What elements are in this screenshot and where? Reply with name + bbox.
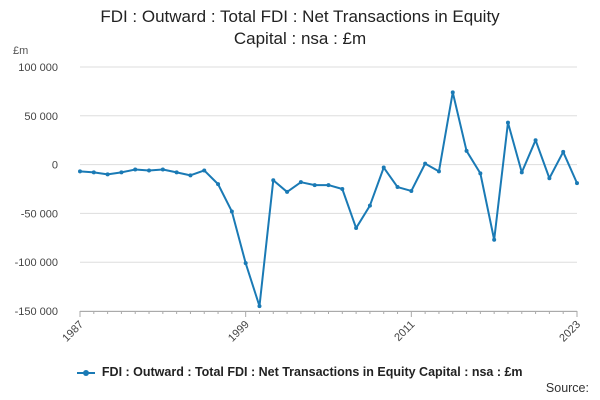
data-point: [354, 226, 359, 231]
data-point: [423, 161, 428, 166]
data-point: [312, 183, 317, 188]
x-tick-label: 2023: [557, 319, 583, 345]
gridlines: [80, 66, 577, 312]
y-tick-label: -100 000: [15, 257, 58, 269]
data-point: [478, 171, 483, 176]
data-point: [257, 304, 262, 309]
chart-title: FDI : Outward : Total FDI : Net Transact…: [0, 6, 600, 50]
data-point: [395, 185, 400, 190]
data-point: [174, 170, 179, 175]
data-point: [133, 167, 138, 172]
x-tick-label: 2011: [392, 319, 417, 344]
legend-swatch: [77, 368, 96, 378]
data-point: [229, 209, 234, 214]
data-point: [298, 180, 303, 185]
data-point: [367, 203, 372, 208]
y-tick-label: 50 000: [24, 111, 58, 123]
data-point: [202, 168, 207, 173]
data-point: [243, 261, 248, 266]
data-point: [326, 183, 331, 188]
data-point: [119, 170, 124, 175]
legend-label: FDI : Outward : Total FDI : Net Transact…: [101, 365, 523, 379]
chart-title-line-2: Capital : nsa : £m: [233, 29, 367, 48]
x-tick-label: 1987: [60, 319, 86, 345]
y-tick-label: 0: [52, 160, 58, 172]
x-tick-label: 1999: [226, 319, 252, 345]
data-point: [271, 178, 276, 183]
data-point: [505, 120, 510, 125]
y-tick-label: -150 000: [15, 306, 58, 318]
data-point: [409, 188, 414, 193]
data-point: [533, 138, 538, 143]
data-point: [285, 189, 290, 194]
series-layer: [78, 90, 579, 309]
data-point: [216, 182, 221, 187]
legend[interactable]: FDI : Outward : Total FDI : Net Transact…: [0, 365, 600, 379]
data-point: [147, 168, 152, 173]
data-point: [575, 181, 579, 186]
data-point: [188, 173, 193, 178]
data-point: [547, 176, 552, 181]
legend-point-marker: [83, 369, 90, 376]
series-line: [79, 91, 578, 308]
data-point: [561, 149, 566, 154]
data-point: [160, 167, 165, 172]
data-point: [78, 169, 82, 174]
data-point: [381, 165, 386, 170]
y-axis-unit-label: £m: [13, 45, 29, 57]
chart-title-line-1: FDI : Outward : Total FDI : Net Transact…: [100, 7, 500, 26]
data-point: [492, 237, 497, 242]
data-point: [519, 170, 524, 175]
y-tick-label: 100 000: [18, 62, 58, 74]
data-point: [340, 187, 345, 191]
data-point: [450, 90, 455, 95]
y-tick-label: -50 000: [21, 208, 58, 220]
data-point: [105, 172, 110, 177]
source-label: Source:: [545, 381, 589, 395]
data-point: [436, 169, 441, 174]
data-point: [464, 148, 469, 153]
data-point: [91, 170, 96, 175]
